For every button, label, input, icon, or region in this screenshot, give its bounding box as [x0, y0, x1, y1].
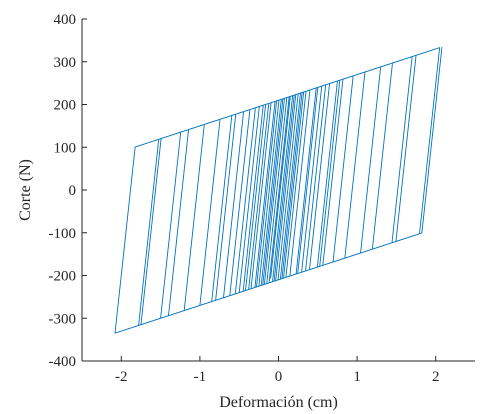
series-layer [114, 46, 443, 334]
hysteresis-series-line [114, 46, 443, 334]
y-tick-label: -300 [49, 311, 77, 327]
y-tick-label: 200 [54, 98, 77, 114]
y-tick-label: 400 [54, 12, 77, 28]
x-tick-label: 2 [432, 369, 440, 385]
x-axis-label: Deformación (cm) [219, 394, 338, 411]
y-tick-label: -100 [49, 226, 77, 242]
y-axis-ticks: -400 -300 -200 -100 0 100 200 300 400 [49, 12, 87, 370]
y-axis-label: Corte (N) [17, 159, 34, 221]
x-tick-label: 1 [353, 369, 361, 385]
plot-area [114, 46, 443, 334]
y-tick-label: -200 [49, 269, 77, 285]
y-tick-label: 300 [54, 55, 77, 71]
y-tick-label: 0 [69, 183, 77, 199]
x-tick-label: -2 [115, 369, 128, 385]
x-tick-label: 0 [275, 369, 283, 385]
y-tick-label: -400 [49, 354, 77, 370]
x-axis-ticks: -2 -1 0 1 2 [115, 356, 439, 385]
x-tick-label: -1 [194, 369, 207, 385]
y-tick-label: 100 [54, 140, 77, 156]
